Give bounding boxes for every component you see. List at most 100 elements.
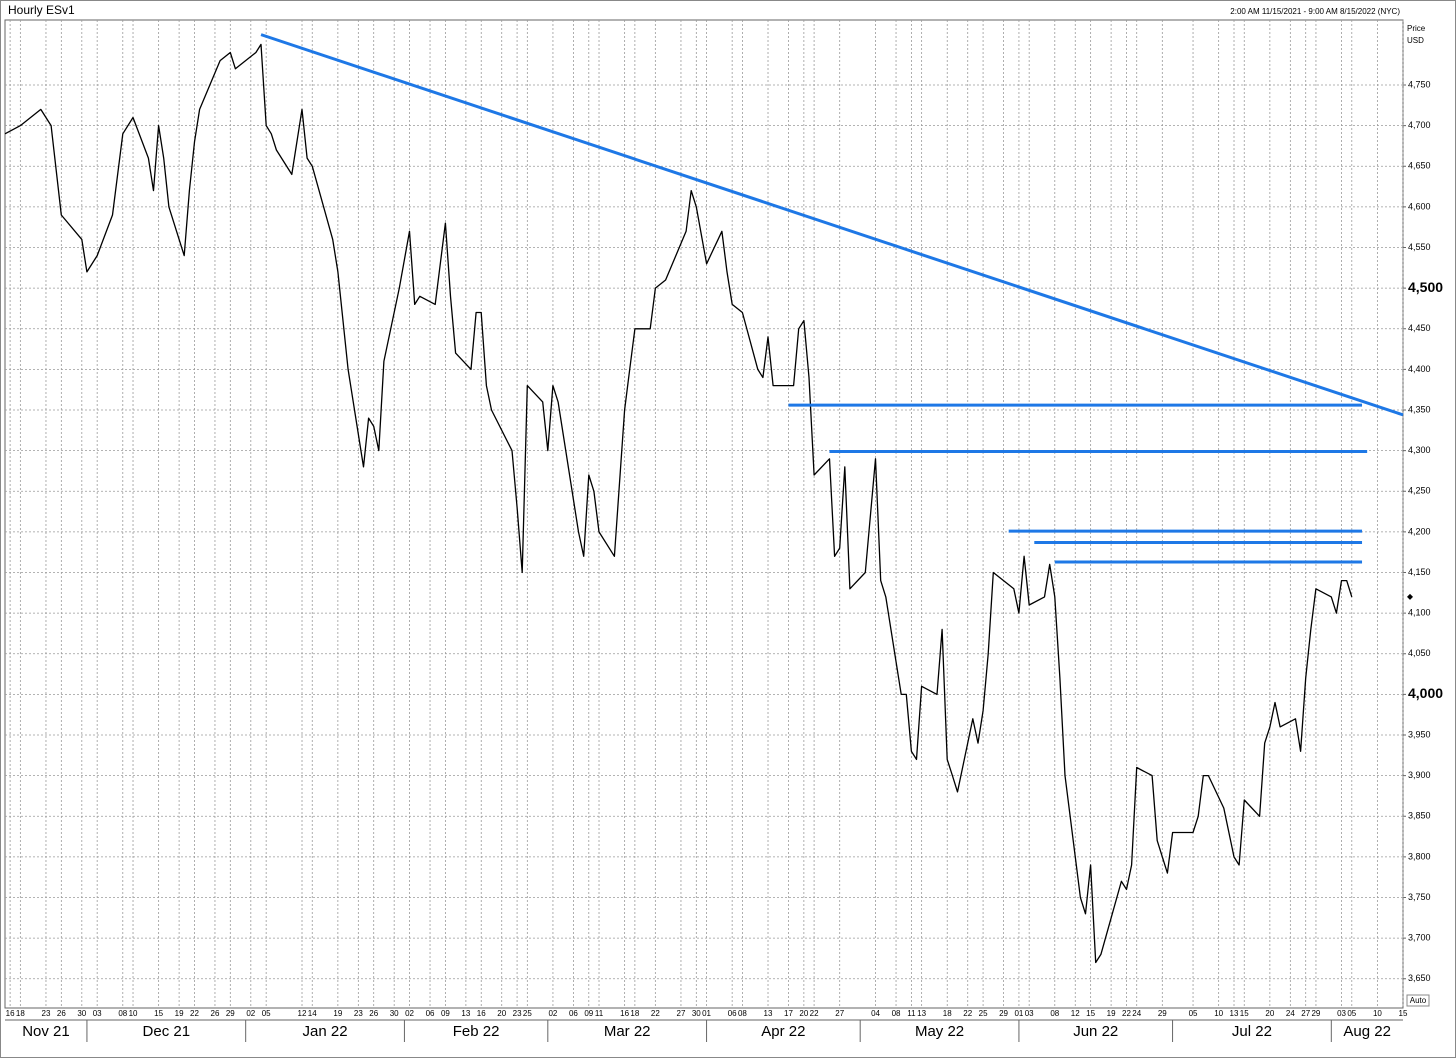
x-tick-label: 22 xyxy=(810,1009,819,1018)
x-tick-label: 22 xyxy=(190,1009,199,1018)
x-tick-label: 20 xyxy=(799,1009,808,1018)
x-tick-label: 10 xyxy=(129,1009,138,1018)
x-tick-label: 06 xyxy=(426,1009,435,1018)
y-label: Price xyxy=(1407,24,1426,33)
x-tick-label: 16 xyxy=(6,1009,15,1018)
x-tick-label: 22 xyxy=(963,1009,972,1018)
y-tick-label: 3,800 xyxy=(1408,851,1431,861)
trend-line xyxy=(260,33,1404,417)
month-label: May 22 xyxy=(915,1023,964,1040)
x-tick-label: 24 xyxy=(1132,1009,1141,1018)
month-label: Jan 22 xyxy=(303,1023,348,1040)
x-tick-label: 13 xyxy=(1230,1009,1239,1018)
x-tick-label: 11 xyxy=(907,1009,916,1018)
month-label: Dec 21 xyxy=(143,1023,191,1040)
x-tick-label: 15 xyxy=(1399,1009,1408,1018)
x-tick-label: 08 xyxy=(118,1009,127,1018)
y-tick-label: 3,900 xyxy=(1408,770,1431,780)
x-tick-label: 18 xyxy=(630,1009,639,1018)
x-tick-label: 29 xyxy=(999,1009,1008,1018)
x-tick-label: 12 xyxy=(1071,1009,1080,1018)
x-tick-label: 02 xyxy=(405,1009,414,1018)
x-tick-label: 01 xyxy=(1014,1009,1023,1018)
x-tick-label: 16 xyxy=(477,1009,486,1018)
x-tick-label: 13 xyxy=(917,1009,926,1018)
x-tick-label: 25 xyxy=(523,1009,532,1018)
x-tick-label: 11 xyxy=(595,1009,604,1018)
y-tick-label: 4,450 xyxy=(1408,323,1431,333)
x-tick-label: 05 xyxy=(1347,1009,1356,1018)
month-label: Jun 22 xyxy=(1073,1023,1118,1040)
x-tick-label: 13 xyxy=(461,1009,470,1018)
x-tick-label: 01 xyxy=(702,1009,711,1018)
x-tick-label: 05 xyxy=(262,1009,271,1018)
y-tick-label: 4,000 xyxy=(1408,685,1443,701)
x-tick-label: 19 xyxy=(1107,1009,1116,1018)
x-tick-label: 27 xyxy=(677,1009,686,1018)
month-label: Apr 22 xyxy=(761,1023,805,1040)
x-tick-label: 09 xyxy=(584,1009,593,1018)
x-tick-label: 08 xyxy=(738,1009,747,1018)
x-tick-label: 29 xyxy=(226,1009,235,1018)
x-tick-label: 10 xyxy=(1214,1009,1223,1018)
x-tick-label: 29 xyxy=(1158,1009,1167,1018)
x-tick-label: 30 xyxy=(77,1009,86,1018)
x-tick-label: 25 xyxy=(979,1009,988,1018)
month-label: Nov 21 xyxy=(22,1023,70,1040)
scale-button[interactable] xyxy=(1406,994,1430,1007)
x-tick-label: 06 xyxy=(728,1009,737,1018)
x-tick-label: 15 xyxy=(154,1009,163,1018)
x-tick-label: 08 xyxy=(892,1009,901,1018)
y-unit: USD xyxy=(1407,36,1424,45)
x-tick-label: 02 xyxy=(246,1009,255,1018)
y-tick-label: 4,050 xyxy=(1408,648,1431,658)
y-tick-label: 4,100 xyxy=(1408,608,1431,618)
x-tick-label: 20 xyxy=(497,1009,506,1018)
x-tick-label: 27 xyxy=(835,1009,844,1018)
y-tick-label: 4,300 xyxy=(1408,445,1431,455)
month-label: Feb 22 xyxy=(453,1023,500,1040)
x-tick-label: 20 xyxy=(1265,1009,1274,1018)
x-tick-label: 29 xyxy=(1311,1009,1320,1018)
x-tick-label: 06 xyxy=(569,1009,578,1018)
x-tick-label: 16 xyxy=(620,1009,629,1018)
x-tick-label: 23 xyxy=(513,1009,522,1018)
x-tick-label: 26 xyxy=(369,1009,378,1018)
y-tick-label: 4,150 xyxy=(1408,567,1431,577)
y-tick-label: 4,550 xyxy=(1408,242,1431,252)
x-tick-label: 13 xyxy=(764,1009,773,1018)
x-tick-label: 24 xyxy=(1286,1009,1295,1018)
y-tick-label: 3,700 xyxy=(1408,933,1431,943)
y-tick-label: 4,650 xyxy=(1408,161,1431,171)
x-tick-label: 26 xyxy=(57,1009,66,1018)
y-tick-label: 4,400 xyxy=(1408,364,1431,374)
x-tick-label: 09 xyxy=(441,1009,450,1018)
x-tick-label: 10 xyxy=(1373,1009,1382,1018)
y-tick-label: 3,850 xyxy=(1408,811,1431,821)
y-tick-label: 4,350 xyxy=(1408,404,1431,414)
y-tick-label: 4,750 xyxy=(1408,79,1431,89)
x-tick-label: 18 xyxy=(16,1009,25,1018)
month-label: Aug 22 xyxy=(1343,1023,1391,1040)
y-tick-label: 4,700 xyxy=(1408,120,1431,130)
x-tick-label: 30 xyxy=(390,1009,399,1018)
x-tick-label: 22 xyxy=(1122,1009,1131,1018)
x-tick-label: 23 xyxy=(354,1009,363,1018)
price-line xyxy=(4,43,1353,964)
date-range: 2:00 AM 11/15/2021 - 9:00 AM 8/15/2022 (… xyxy=(1230,7,1400,16)
x-tick-label: 22 xyxy=(651,1009,660,1018)
chart-title: Hourly ESv1 xyxy=(8,3,75,17)
y-tick-label: 4,200 xyxy=(1408,526,1431,536)
x-tick-label: 12 xyxy=(298,1009,307,1018)
last-price-marker xyxy=(1407,593,1413,600)
scale-label: Auto xyxy=(1410,996,1427,1005)
y-tick-label: 4,250 xyxy=(1408,486,1431,496)
x-tick-label: 03 xyxy=(1337,1009,1346,1018)
x-tick-label: 14 xyxy=(308,1009,317,1018)
x-tick-label: 26 xyxy=(211,1009,220,1018)
x-tick-label: 30 xyxy=(692,1009,701,1018)
x-tick-label: 08 xyxy=(1050,1009,1059,1018)
x-tick-label: 27 xyxy=(1301,1009,1310,1018)
